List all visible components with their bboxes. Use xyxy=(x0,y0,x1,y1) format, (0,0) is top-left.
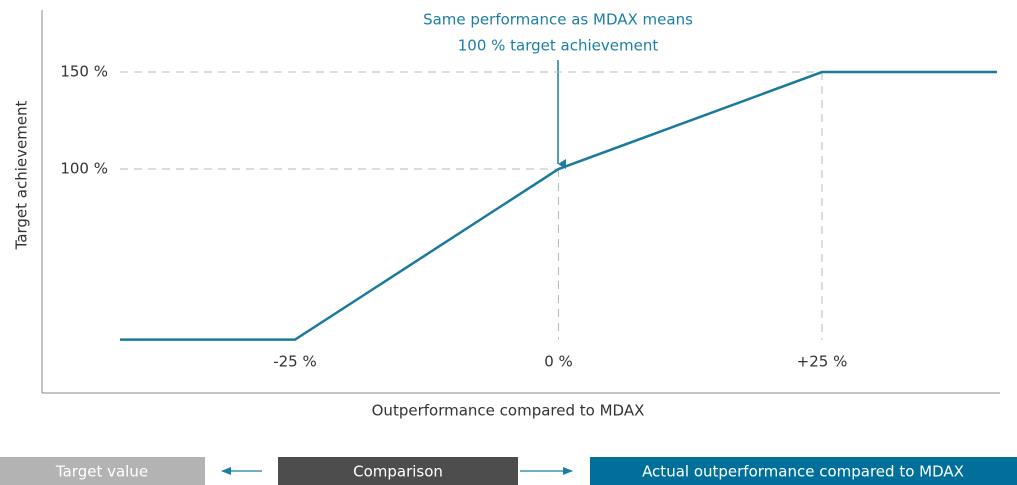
y-tick-label: 100 % xyxy=(60,160,108,178)
x-tick-label: +25 % xyxy=(797,353,848,371)
y-tick-label: 150 % xyxy=(60,63,108,81)
footer-box xyxy=(0,457,205,485)
annotation: Same performance as MDAX means xyxy=(423,11,693,29)
footer-label: Target value xyxy=(55,463,148,481)
x-tick-label: 0 % xyxy=(544,353,573,371)
footer-label: Actual outperformance compared to MDAX xyxy=(642,463,964,481)
y-axis-label: Target achievement xyxy=(13,100,31,250)
line xyxy=(120,70,997,341)
x-axis-label: Outperformance compared to MDAX xyxy=(372,402,645,420)
x-tick-label: -25 % xyxy=(273,353,317,371)
footer-label: Comparison xyxy=(353,463,443,481)
footer-box xyxy=(278,457,518,485)
annotation: 100 % target achievement xyxy=(458,37,659,55)
footer-box xyxy=(590,457,1017,485)
